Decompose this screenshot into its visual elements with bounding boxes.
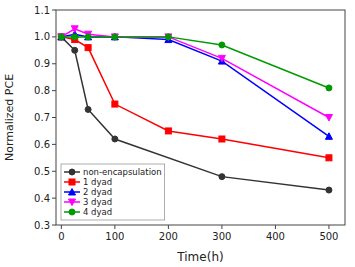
marker [85,34,91,40]
y-tick-label: 0.8 [34,85,50,96]
legend-marker [69,179,75,185]
x-tick-label: 0 [58,231,64,242]
marker [325,115,332,122]
marker [165,34,172,41]
y-tick [52,63,56,64]
marker [326,187,332,193]
y-tick [52,144,56,145]
legend-label: non-encapsulation [83,167,162,177]
y-tick-label: 0.7 [34,112,50,123]
y-tick-label: 0.5 [34,166,50,177]
legend-item: 1 dyad [64,177,112,187]
marker [58,33,65,40]
legend-frame [61,164,165,220]
x-tick-label: 100 [105,231,124,242]
legend-label: 2 dyad [83,187,112,197]
legend-marker [69,209,75,215]
legend-item: 3 dyad [64,197,112,207]
series [58,26,333,121]
marker [112,136,118,142]
legend-label: 1 dyad [83,177,112,187]
legend-marker [69,199,76,206]
line [61,34,329,136]
marker [58,34,65,41]
x-tick-label: 400 [266,231,285,242]
y-tick-label: 0.6 [34,139,50,150]
legend-label: 4 dyad [83,207,112,217]
marker [218,55,225,62]
marker [58,34,64,40]
marker [58,34,64,40]
series [58,34,332,193]
y-tick-label: 0.9 [34,58,50,69]
x-tick-label: 300 [212,231,231,242]
chart: 0 100 200 300 400 500 0.3 0.4 0.5 0.6 0.7 0.8 0.9 1.0… [0,0,355,267]
y-tick-label: 0.4 [34,193,50,204]
marker [165,128,171,134]
legend-item: 4 dyad [64,207,112,217]
marker [85,45,91,51]
legend-marker [69,189,76,196]
y-tick [52,36,56,37]
x-tick [61,225,62,229]
plot-frame [56,10,345,225]
y-tick [52,10,56,11]
y-axis-label: Normalized PCE [3,74,16,161]
y-tick [52,117,56,118]
legend-marker [69,169,75,175]
marker [326,155,332,161]
marker [72,34,78,40]
y-tick [52,171,56,172]
y-tick-label: 1.1 [34,5,50,16]
legend-label: 3 dyad [83,197,112,207]
marker [219,174,225,180]
marker [72,47,78,53]
axes: 0 100 200 300 400 500 0.3 0.4 0.5 0.6 0.7 0.8 0.9 1.0… [34,5,338,243]
line [61,37,329,88]
x-tick-label: 200 [159,231,178,242]
marker [112,101,118,107]
y-tick [52,225,56,226]
y-tick [52,198,56,199]
x-tick [328,225,329,229]
marker [111,33,118,40]
legend: non-encapsulation1 dyad2 dyad3 dyad4 dya… [61,164,165,220]
plot-data [58,26,333,193]
y-tick-label: 0.3 [34,220,50,231]
x-tick [275,225,276,229]
marker [85,106,91,112]
marker [112,34,118,40]
line [61,37,329,158]
line [61,29,329,118]
marker [219,42,225,48]
series [58,34,332,91]
legend-item: non-encapsulation [64,167,162,177]
marker [326,85,332,91]
marker [58,34,64,40]
x-tick [114,225,115,229]
x-tick [168,225,169,229]
y-tick [52,90,56,91]
marker [165,34,171,40]
x-tick [221,225,222,229]
marker [325,133,332,140]
marker [71,26,78,33]
x-axis-label: Time(h) [176,250,223,264]
marker [111,34,118,41]
legend-item: 2 dyad [64,187,112,197]
line [61,37,329,190]
marker [219,136,225,142]
x-tick-label: 500 [319,231,338,242]
y-tick-label: 1.0 [34,31,50,42]
